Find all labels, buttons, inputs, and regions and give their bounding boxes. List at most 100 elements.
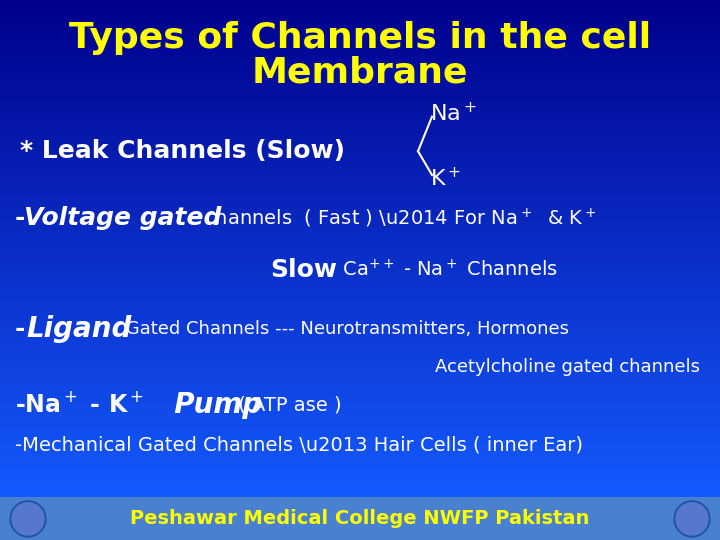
Bar [0,139,720,141]
Bar [0,264,720,266]
Bar [0,161,720,164]
Bar [0,184,720,186]
Circle shape [10,501,46,537]
Bar [0,395,720,397]
Bar [0,5,720,8]
Bar [0,350,720,353]
Bar [0,373,720,375]
Bar [0,477,720,480]
Bar [0,17,720,20]
Bar [0,75,720,77]
Bar [0,397,720,400]
Text: Gated Channels --- Neurotransmitters, Hormones: Gated Channels --- Neurotransmitters, Ho… [120,320,569,339]
Bar [0,112,720,114]
Bar [0,345,720,348]
Bar [0,57,720,59]
Bar [0,407,720,410]
Text: Voltage gated: Voltage gated [24,206,221,230]
Bar [0,475,720,477]
Circle shape [676,503,708,535]
Bar [0,25,720,28]
Bar [0,246,720,248]
Bar [0,231,720,233]
Bar [0,370,720,373]
Bar [0,444,720,447]
Bar [0,3,720,5]
Bar [0,228,720,231]
Bar [0,42,720,45]
Bar [0,8,720,10]
Bar [0,239,720,241]
Bar [0,134,720,137]
Bar [0,363,720,365]
Bar [0,191,720,194]
Bar [0,28,720,30]
Bar [0,117,720,119]
Bar [0,20,720,22]
Circle shape [12,503,44,535]
Bar [0,271,720,273]
Bar [0,248,720,251]
Bar [0,179,720,181]
Bar [0,72,720,75]
Bar [0,492,720,494]
Bar [0,268,720,271]
Bar [0,318,720,320]
Bar [0,67,720,70]
Bar [0,330,720,333]
Bar [0,320,720,323]
Bar [0,62,720,65]
Bar [0,40,720,42]
Text: Ligand: Ligand [26,315,131,343]
Bar [0,90,720,92]
Bar [0,348,720,350]
Bar [0,37,720,40]
Bar [0,288,720,291]
Text: * Leak Channels (Slow): * Leak Channels (Slow) [20,139,345,163]
Bar [0,353,720,355]
Bar [0,306,720,308]
Bar [0,313,720,315]
Bar [0,283,720,286]
Bar [0,219,720,221]
Bar [0,310,720,313]
Bar [0,107,720,109]
Bar [0,236,720,239]
Bar [0,59,720,62]
Bar [0,415,720,417]
Bar [0,338,720,340]
Bar [0,442,720,444]
Bar [0,241,720,244]
Bar [0,166,720,169]
Bar [0,256,720,258]
Text: Pump: Pump [155,391,262,419]
Bar [0,462,720,464]
Bar [0,420,720,422]
Bar [0,489,720,492]
Bar [0,157,720,159]
Bar [0,164,720,166]
Bar [0,114,720,117]
Bar [0,494,720,497]
Bar [0,149,720,152]
Bar [0,196,720,199]
Bar [0,417,720,420]
Text: Peshawar Medical College NWFP Pakistan: Peshawar Medical College NWFP Pakistan [130,509,590,529]
Bar [0,385,720,388]
Bar [0,137,720,139]
Bar [0,201,720,204]
Bar [0,323,720,326]
Bar [0,261,720,264]
Bar [0,368,720,370]
Bar [0,326,720,328]
Text: -Na$^+$ - K$^+$: -Na$^+$ - K$^+$ [15,393,144,417]
Bar [0,189,720,191]
Bar [0,286,720,288]
Bar [0,281,720,283]
Bar [0,422,720,425]
Bar [0,224,720,226]
Bar [0,141,720,144]
Bar [0,99,720,102]
Bar [0,204,720,206]
Bar [0,402,720,405]
